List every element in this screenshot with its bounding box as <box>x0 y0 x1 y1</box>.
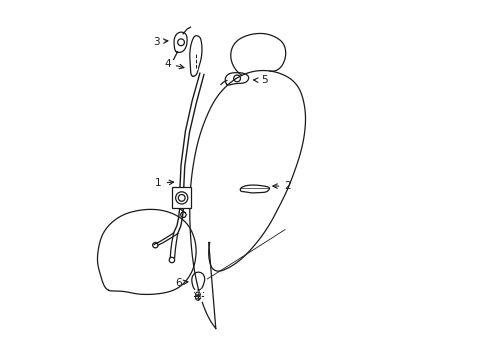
Text: 6: 6 <box>175 278 188 288</box>
Text: 1: 1 <box>155 178 173 188</box>
Text: 5: 5 <box>253 75 267 85</box>
Bar <box>172 187 191 208</box>
Text: 4: 4 <box>164 59 183 69</box>
Text: 2: 2 <box>272 181 290 191</box>
Text: 3: 3 <box>152 37 167 46</box>
